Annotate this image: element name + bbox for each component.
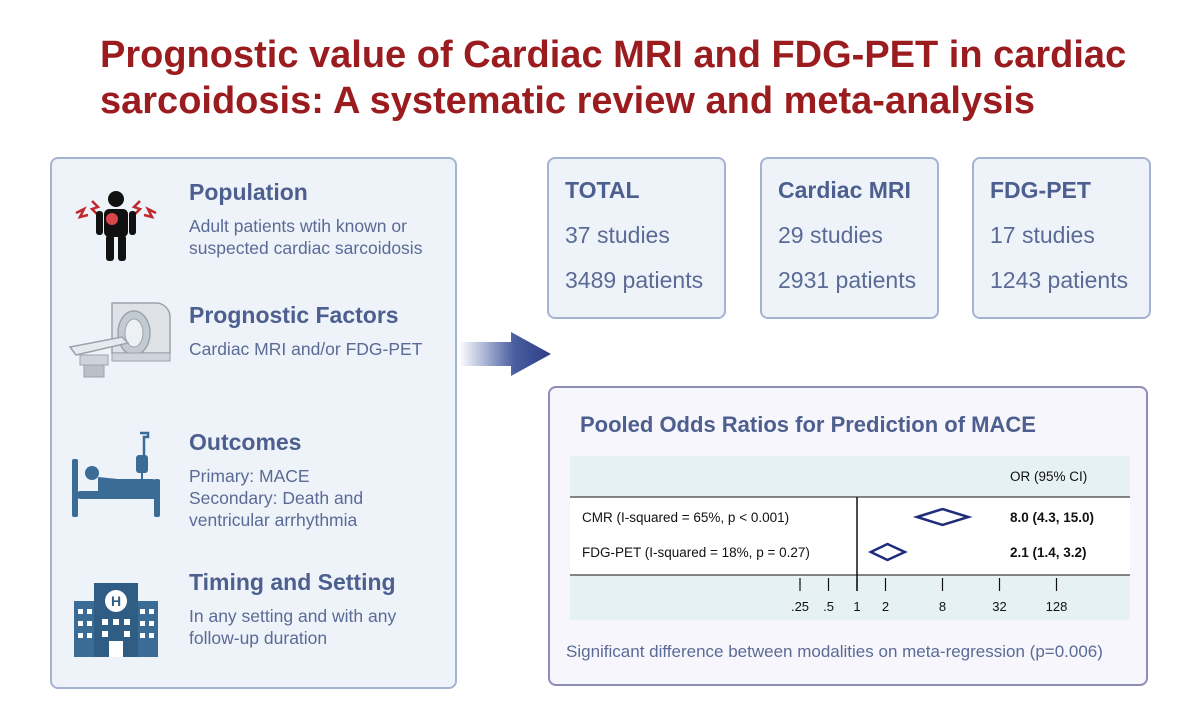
timing-setting-body-line-2: follow-up duration: [189, 628, 328, 648]
forest-axis-band: [570, 575, 1130, 620]
population-body-line-1: Adult patients wtih known or: [189, 216, 407, 236]
study-criteria-panel: Population Adult patients wtih known or …: [50, 157, 457, 689]
forest-row-label: CMR (I-squared = 65%, p < 0.001): [582, 510, 789, 525]
hospital-bed-icon: [72, 431, 160, 517]
forest-diamond: [912, 507, 973, 527]
outcomes-body-line-2: Secondary: Death and: [189, 488, 364, 508]
axis-tick-label: .5: [823, 599, 834, 614]
stat-box-fdg-pet: FDG-PET 17 studies 1243 patients: [972, 157, 1151, 319]
stat-cmr-patients: 2931 patients: [778, 267, 917, 293]
hospital-building-icon: H: [74, 583, 158, 657]
population-body: Adult patients wtih known or suspected c…: [189, 215, 454, 259]
title-line-1: Prognostic value of Cardiac MRI and FDG-…: [100, 34, 1127, 76]
axis-tick-label: 1: [853, 599, 860, 614]
forest-row-value: 8.0 (4.3, 15.0): [1010, 510, 1094, 525]
page-title: Prognostic value of Cardiac MRI and FDG-…: [100, 32, 1180, 124]
stat-total-studies: 37 studies: [565, 222, 670, 248]
outcomes-body-line-3: ventricular arrhythmia: [189, 510, 358, 530]
population-heading: Population: [189, 179, 308, 205]
prognostic-factors-body: Cardiac MRI and/or FDG-PET: [189, 338, 454, 360]
mri-scanner-icon: [68, 302, 171, 378]
forest-title: Pooled Odds Ratios for Prediction of MAC…: [580, 412, 1036, 437]
forest-diamond: [867, 542, 908, 562]
population-body-line-2: suspected cardiac sarcoidosis: [189, 238, 423, 258]
axis-tick-label: 8: [939, 599, 946, 614]
stat-total-title: TOTAL: [565, 177, 640, 203]
forest-row-label: FDG-PET (I-squared = 18%, p = 0.27): [582, 545, 810, 560]
outcomes-body: Primary: MACE Secondary: Death and ventr…: [189, 465, 454, 531]
axis-tick-label: .25: [791, 599, 809, 614]
prognostic-factors-body-line-1: Cardiac MRI and/or FDG-PET: [189, 339, 423, 359]
forest-row-value: 2.1 (1.4, 3.2): [1010, 545, 1087, 560]
forest-rows-band: [570, 497, 1130, 575]
prognostic-factors-heading: Prognostic Factors: [189, 302, 399, 328]
meta-regression-note: Significant difference between modalitie…: [566, 642, 1103, 661]
title-line-2: sarcoidosis: A systematic review and met…: [100, 80, 1035, 122]
stat-pet-title: FDG-PET: [990, 177, 1091, 203]
patient-pain-icon: [75, 191, 157, 261]
outcomes-body-line-1: Primary: MACE: [189, 466, 310, 486]
stat-pet-patients: 1243 patients: [990, 267, 1129, 293]
axis-tick-label: 128: [1046, 599, 1068, 614]
stat-total-patients: 3489 patients: [565, 267, 704, 293]
timing-setting-body: In any setting and with any follow-up du…: [189, 605, 454, 649]
timing-setting-body-line-1: In any setting and with any: [189, 606, 397, 626]
forest-header-band: [570, 456, 1130, 497]
stat-cmr-studies: 29 studies: [778, 222, 883, 248]
or-column-header: OR (95% CI): [1010, 469, 1087, 484]
stat-box-total: TOTAL 37 studies 3489 patients: [547, 157, 726, 319]
timing-setting-heading: Timing and Setting: [189, 569, 396, 595]
forest-plot: OR (95% CI) CMR (I-squared = 65%, p < 0.…: [570, 456, 1130, 620]
axis-tick-label: 2: [882, 599, 889, 614]
stat-pet-studies: 17 studies: [990, 222, 1095, 248]
svg-text:H: H: [111, 593, 121, 609]
axis-tick-label: 32: [992, 599, 1006, 614]
flow-arrow-icon: [459, 332, 551, 376]
pooled-odds-panel: Pooled Odds Ratios for Prediction of MAC…: [548, 386, 1148, 686]
stat-box-cardiac-mri: Cardiac MRI 29 studies 2931 patients: [760, 157, 939, 319]
stat-cmr-title: Cardiac MRI: [778, 177, 911, 203]
outcomes-heading: Outcomes: [189, 429, 302, 455]
